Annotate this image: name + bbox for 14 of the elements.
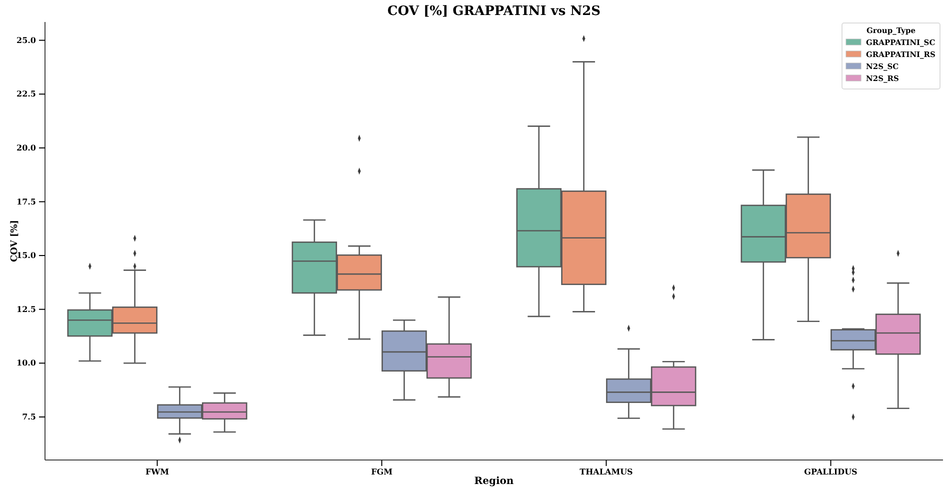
y-tick-label: 17.5 [16,196,36,206]
x-axis-title: Region [474,476,514,487]
x-tick-label: THALAMUS [580,466,634,477]
y-tick-label: 22.5 [16,88,36,99]
x-tick-label: FGM [371,466,393,477]
y-tick-label: 10.0 [16,358,36,368]
y-tick-label: 25.0 [16,34,36,45]
y-tick-label: 15.0 [16,250,36,260]
y-tick-label: 12.5 [16,304,36,314]
x-tick-label: GPALLIDUS [804,466,858,477]
x-tick-label: FWM [145,466,170,477]
y-tick-label: 20.0 [16,142,36,152]
y-tick-label: 7.5 [22,412,36,422]
chart-title: COV [%] GRAPPATINI vs N2S [387,4,601,19]
